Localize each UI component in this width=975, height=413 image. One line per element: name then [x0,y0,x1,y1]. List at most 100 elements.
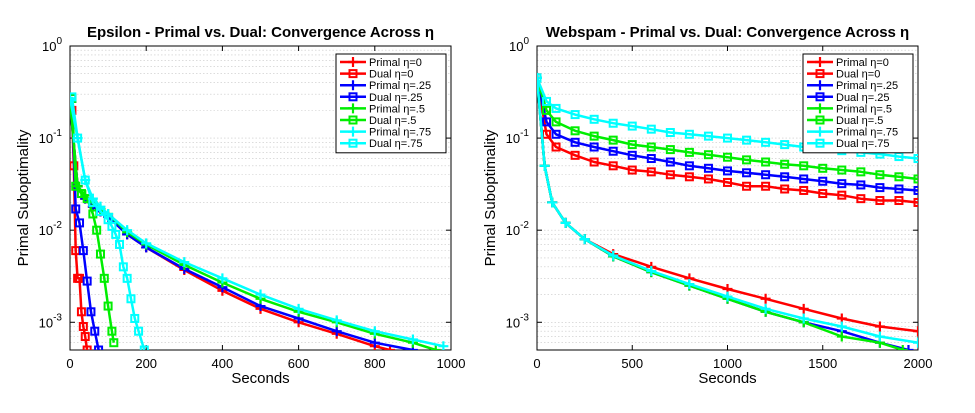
data-point [71,204,81,214]
data-point [551,129,561,139]
legend-marker [815,126,825,137]
legend-label: Dual η=.75 [836,138,890,150]
data-point [95,206,105,216]
data-point [107,326,117,336]
data-point [780,184,790,194]
data-point [331,326,342,337]
data-point [560,217,571,228]
data-point [856,180,866,190]
data-point [703,163,713,173]
data-point [799,161,809,171]
data-point [589,157,599,167]
data-point [78,321,88,331]
data-point [723,166,732,176]
series-line [537,77,918,192]
legend-entry: Primal η=.5 [340,103,425,115]
data-point [76,189,86,199]
data-point [141,238,152,249]
legend-marker [815,57,825,67]
data-point [179,257,190,268]
y-tick-label: 10-3 [506,312,530,330]
data-point [126,294,136,304]
data-point [103,301,113,311]
data-point [856,194,866,204]
data-point [723,152,732,162]
data-point [547,197,558,208]
legend-label: Dual η=.5 [836,115,883,127]
data-point [608,146,618,156]
data-point [570,110,580,120]
legend-entry: Dual η=0 [340,69,413,81]
y-tick-label: 10-2 [39,220,63,238]
plot-area [537,72,918,350]
legend-label: Dual η=0 [836,69,880,81]
series-primal-75 [537,72,918,348]
data-point [798,303,809,314]
x-tick-label: 1500 [808,356,837,371]
data-point [369,326,380,337]
legend-marker [348,126,358,137]
x-tick-label: 1000 [713,356,742,371]
data-point [646,266,657,277]
legend-marker [348,103,358,114]
data-point [570,126,580,136]
data-point [703,150,713,160]
data-point [95,249,105,259]
series-line [537,77,918,344]
data-point [665,128,675,138]
y-axis-label: Primal Suboptimality [15,129,32,266]
data-point [70,92,77,102]
legend-entry: Dual η=.5 [340,115,416,127]
data-point [913,185,918,195]
data-point [684,147,694,157]
legend-entry: Primal η=.5 [807,103,892,115]
data-point [761,170,771,180]
series-line [537,77,918,181]
data-point [627,140,637,150]
chart-title: Epsilon - Primal vs. Dual: Convergence A… [87,24,434,41]
data-point [627,150,637,160]
x-tick-label: 500 [621,356,643,371]
data-point [837,165,847,175]
legend-marker [815,69,825,79]
data-point [761,181,771,191]
data-point [837,190,847,200]
data-point [646,124,656,134]
legend-label: Dual η=.25 [836,92,890,104]
webspam-chart: 0 500 1000 1500 2000 100 10-1 10-2 10-3 Webspam -… [482,24,932,387]
legend-entry: Dual η=.75 [340,138,423,150]
legend-label: Primal η=.5 [369,103,425,115]
legend-entry: Dual η=.75 [807,138,890,150]
data-point [122,273,132,283]
data-point [627,165,637,175]
legend-entry: Dual η=.25 [340,92,423,104]
data-point [722,291,733,302]
data-point [608,250,619,261]
data-point [723,133,732,143]
data-point [80,175,90,185]
data-point [897,345,908,350]
data-point [608,161,618,171]
legend-entry: Primal η=0 [340,57,422,69]
data-point [818,176,828,186]
data-point [780,140,790,150]
x-axis-label: Seconds [698,370,756,387]
data-point [551,142,561,152]
data-point [551,117,561,127]
data-point [122,225,133,236]
y-tick-label: 10-2 [506,220,530,238]
legend-marker [815,138,825,148]
data-point [539,160,550,171]
x-tick-label: 400 [212,356,234,371]
data-point [94,345,104,350]
data-point [608,135,618,145]
data-point [818,163,828,173]
data-point [665,170,675,180]
data-point [760,303,771,314]
legend-marker [348,115,358,125]
series-line [537,77,918,204]
data-point [369,337,380,348]
data-point [73,133,83,143]
data-point [684,161,694,171]
